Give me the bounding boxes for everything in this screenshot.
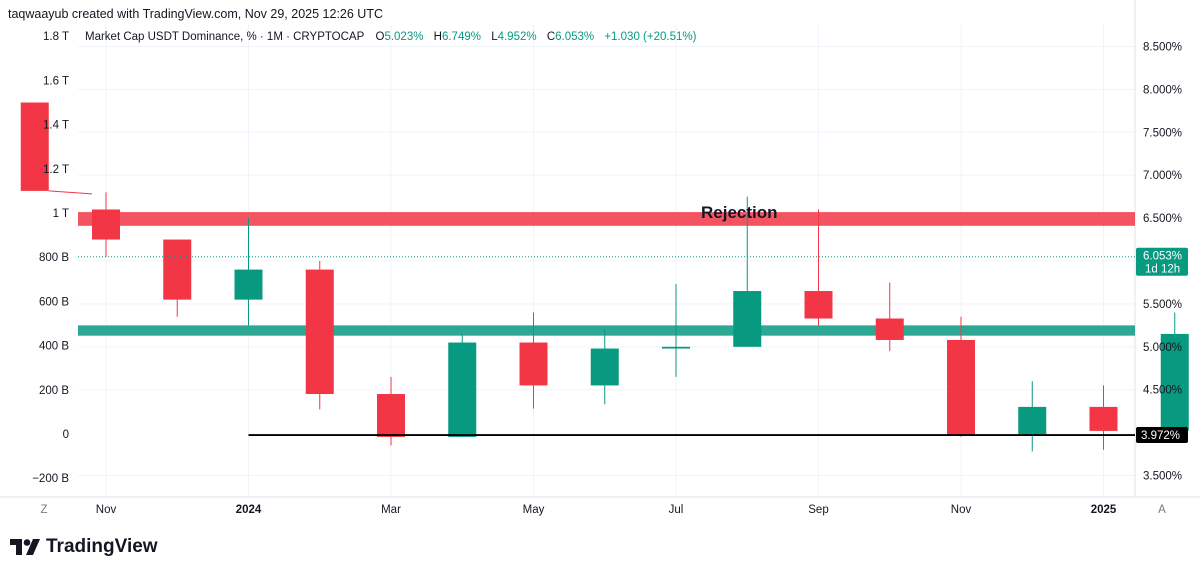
candle-body xyxy=(733,291,762,347)
candle-body xyxy=(163,239,192,300)
volume-overlay xyxy=(20,102,93,195)
candle-body xyxy=(377,394,405,437)
candle xyxy=(804,209,833,326)
annotation-rejection: Rejection xyxy=(701,203,778,222)
candle xyxy=(1160,312,1189,431)
candle xyxy=(733,196,762,347)
candlestick-series xyxy=(92,192,1189,452)
right-axis: 3.500%4.500%5.000%5.500%6.000%6.500%7.00… xyxy=(1136,41,1188,483)
candle xyxy=(163,239,192,317)
candle-body xyxy=(234,269,263,300)
candle-body xyxy=(662,346,690,349)
left-axis-label: 400 B xyxy=(39,341,69,353)
reference-lines xyxy=(78,256,1135,436)
candle-body xyxy=(1089,406,1118,431)
time-axis-label: 2025 xyxy=(1091,504,1117,516)
legend-high-value: 6.749% xyxy=(441,31,481,43)
tradingview-logo[interactable]: TradingView xyxy=(10,536,158,558)
time-axis-label: 2024 xyxy=(236,504,262,516)
tradingview-logo-text: TradingView xyxy=(46,536,158,557)
last-price-tag: 6.053%1d 12h xyxy=(1136,247,1188,276)
volume-tail xyxy=(48,190,93,195)
time-axis-label: Jul xyxy=(669,504,684,516)
baseline-value: 3.972% xyxy=(1141,430,1180,442)
legend-open-label: O xyxy=(375,31,385,43)
candle-body xyxy=(590,348,619,386)
candle xyxy=(448,333,477,437)
candle-body xyxy=(448,342,477,437)
candle-body xyxy=(305,269,334,395)
candle xyxy=(1089,385,1118,450)
legend-open-value: 5.023% xyxy=(384,31,424,43)
legend-low-value: 4.952% xyxy=(497,31,537,43)
zone-support xyxy=(78,325,1135,336)
auto-scale-button[interactable]: A xyxy=(1158,504,1166,516)
candle xyxy=(590,329,619,405)
chart-credit: taqwaayub created with TradingView.com, … xyxy=(8,7,383,21)
legend-high-label: H xyxy=(433,31,442,43)
last-price-tag-bg xyxy=(1136,247,1188,276)
right-axis-label: 6.500% xyxy=(1143,213,1182,225)
candle xyxy=(305,261,334,410)
countdown-label: 1d 12h xyxy=(1145,264,1180,276)
right-axis-label: 4.500% xyxy=(1143,385,1182,397)
legend-close-value: 6.053% xyxy=(555,31,595,43)
candle-body xyxy=(519,342,548,386)
candle xyxy=(519,312,548,409)
left-axis-label: −200 B xyxy=(32,473,69,485)
left-axis-label: 0 xyxy=(63,429,69,441)
legend-close-label: C xyxy=(546,31,556,43)
right-axis-label: 8.000% xyxy=(1143,84,1182,96)
volume-bar xyxy=(20,102,49,191)
left-axis-label: 200 B xyxy=(39,385,69,397)
left-axis-label: 800 B xyxy=(39,252,69,264)
time-axis: Nov2024MarMayJulSepNov2025MarMayJulSepNo… xyxy=(40,504,1166,516)
legend-change: +1.030 (+20.51%) xyxy=(604,31,697,43)
tradingview-logo-icon xyxy=(10,539,40,555)
left-axis-label: 600 B xyxy=(39,296,69,308)
baseline-tag-bg xyxy=(1136,427,1188,444)
time-axis-label: May xyxy=(523,504,545,516)
candle xyxy=(377,376,405,446)
right-axis-label: 5.500% xyxy=(1143,299,1182,311)
left-axis-label: 1.4 T xyxy=(43,120,69,132)
zone-resistance xyxy=(78,212,1135,226)
baseline-tag: 3.972% xyxy=(1136,427,1188,444)
legend-symbol: Market Cap USDT Dominance, % · 1M · CRYP… xyxy=(85,31,365,43)
left-axis-label: 1 T xyxy=(53,208,69,220)
candle xyxy=(234,218,263,326)
price-zones xyxy=(78,212,1135,336)
candle-body xyxy=(92,209,120,240)
legend-low-label: L xyxy=(491,31,498,43)
right-axis-label: 7.000% xyxy=(1143,170,1182,182)
candle-body xyxy=(1160,333,1189,431)
candle-body xyxy=(804,291,833,319)
candle xyxy=(1018,381,1047,452)
right-axis-label: 8.500% xyxy=(1143,41,1182,53)
time-axis-label: Nov xyxy=(951,504,972,516)
annotations: RejectionRejectionRejection xyxy=(701,203,778,222)
right-axis-label: 3.500% xyxy=(1143,471,1182,483)
candle xyxy=(947,316,975,437)
chart-legend: Market Cap USDT Dominance, % · 1M · CRYP… xyxy=(85,31,703,43)
zoom-reset-button[interactable]: Z xyxy=(40,504,47,516)
right-axis-label: 7.500% xyxy=(1143,127,1182,139)
time-axis-label: Sep xyxy=(808,504,828,516)
left-axis-label: 1.2 T xyxy=(43,164,69,176)
candle-body xyxy=(1018,406,1047,435)
right-axis-label: 5.000% xyxy=(1143,342,1182,354)
candle xyxy=(92,192,120,257)
time-axis-label: Mar xyxy=(381,504,401,516)
left-axis: −200 B 0 200 B 400 B 600 B 800 B 1 T 1.2 T 1.4 T… xyxy=(32,31,69,485)
last-price-value: 6.053% xyxy=(1143,251,1182,263)
candle-body xyxy=(947,339,975,436)
left-axis-label: 1.6 T xyxy=(43,75,69,87)
candle-body xyxy=(875,318,904,340)
candle xyxy=(662,284,690,377)
time-axis-label: Nov xyxy=(96,504,117,516)
left-axis-label: 1.8 T xyxy=(43,31,69,43)
candle xyxy=(875,282,904,352)
